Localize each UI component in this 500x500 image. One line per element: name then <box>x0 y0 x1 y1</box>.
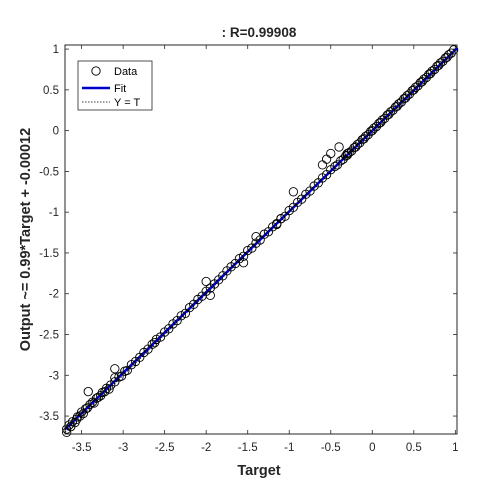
data-point <box>382 110 392 120</box>
x-axis-label: Target <box>237 463 280 479</box>
x-tick-label: 0.5 <box>406 442 422 454</box>
data-point <box>62 427 72 438</box>
data-point <box>374 118 384 128</box>
data-point <box>357 134 367 145</box>
y-tick-label: -1 <box>49 207 59 219</box>
fit-line-layer <box>64 47 458 431</box>
legend-fit-label: Fit <box>114 83 126 95</box>
data-point <box>251 231 261 242</box>
data-point <box>424 69 434 80</box>
axis-ticks: -3.5 -3 -2.5 -2 -1.5 -1 -0.5 0 0.5 1 1 0.5 0 -0.5 -1 -1… <box>39 44 458 454</box>
y-tick-label: -3 <box>49 370 59 382</box>
legend-data-label: Data <box>114 66 138 78</box>
data-point <box>83 386 93 397</box>
data-point <box>330 161 340 172</box>
x-tick-label: 0 <box>369 442 375 454</box>
data-point <box>326 148 336 159</box>
data-point <box>110 373 120 383</box>
data-point <box>394 99 404 109</box>
x-tick-label: -2.5 <box>155 442 175 454</box>
data-point <box>360 131 371 141</box>
fit-line <box>64 47 458 431</box>
x-tick-label: -1.5 <box>238 442 258 454</box>
data-point <box>104 384 114 394</box>
data-point <box>432 61 442 71</box>
y-tick-label: 0 <box>53 126 59 138</box>
y-tick-label: -1.5 <box>39 248 59 260</box>
data-point <box>390 102 401 112</box>
data-point <box>377 115 387 125</box>
data-point <box>446 48 456 58</box>
data-point <box>415 77 426 88</box>
legend: Data Fit Y = T <box>77 60 153 111</box>
x-tick-label: 1 <box>452 442 458 454</box>
data-point <box>334 142 344 152</box>
data-point <box>369 123 379 133</box>
data-point <box>288 187 299 197</box>
y-tick-label: -2 <box>49 289 59 301</box>
data-point <box>449 45 459 55</box>
data-point <box>352 139 362 150</box>
legend-box <box>77 60 153 111</box>
data-point <box>341 151 351 161</box>
data-point <box>365 126 376 137</box>
chart-title: : R=0.99908 <box>222 25 297 40</box>
data-point <box>85 399 95 410</box>
legend-data-marker <box>91 66 101 76</box>
x-tick-label: -3 <box>118 442 128 454</box>
data-point <box>407 86 417 96</box>
legend-identity-label: Y = T <box>114 97 140 109</box>
x-tick-label: -3.5 <box>72 442 92 454</box>
y-tick-label: 1 <box>53 44 59 56</box>
data-point <box>410 82 421 93</box>
y-tick-label: 0.5 <box>43 85 59 97</box>
data-point <box>349 143 359 153</box>
data-point <box>336 156 346 166</box>
data-point <box>444 50 454 60</box>
data-points <box>62 45 459 438</box>
y-tick-label: -2.5 <box>39 330 59 342</box>
data-point <box>201 276 211 287</box>
data-point <box>419 74 429 84</box>
data-point <box>399 94 409 104</box>
x-tick-label: -2 <box>201 442 211 454</box>
data-point <box>116 371 127 381</box>
data-point <box>238 258 249 268</box>
y-tick-label: -0.5 <box>39 166 59 178</box>
data-point <box>440 53 451 63</box>
data-point <box>385 107 396 117</box>
data-point <box>110 364 120 374</box>
data-point <box>82 403 93 413</box>
data-point <box>344 147 354 158</box>
data-point <box>205 290 215 301</box>
data-point <box>272 219 282 230</box>
data-point <box>402 90 412 101</box>
x-tick-label: -1 <box>284 442 294 454</box>
y-axis-label: Output ~= 0.99*Target + -0.00012 <box>18 128 34 351</box>
data-point <box>427 66 437 76</box>
y-tick-label: -3.5 <box>39 411 59 423</box>
data-point <box>435 58 446 68</box>
data-point <box>342 148 353 159</box>
data-point <box>75 411 85 421</box>
x-tick-label: -0.5 <box>321 442 341 454</box>
